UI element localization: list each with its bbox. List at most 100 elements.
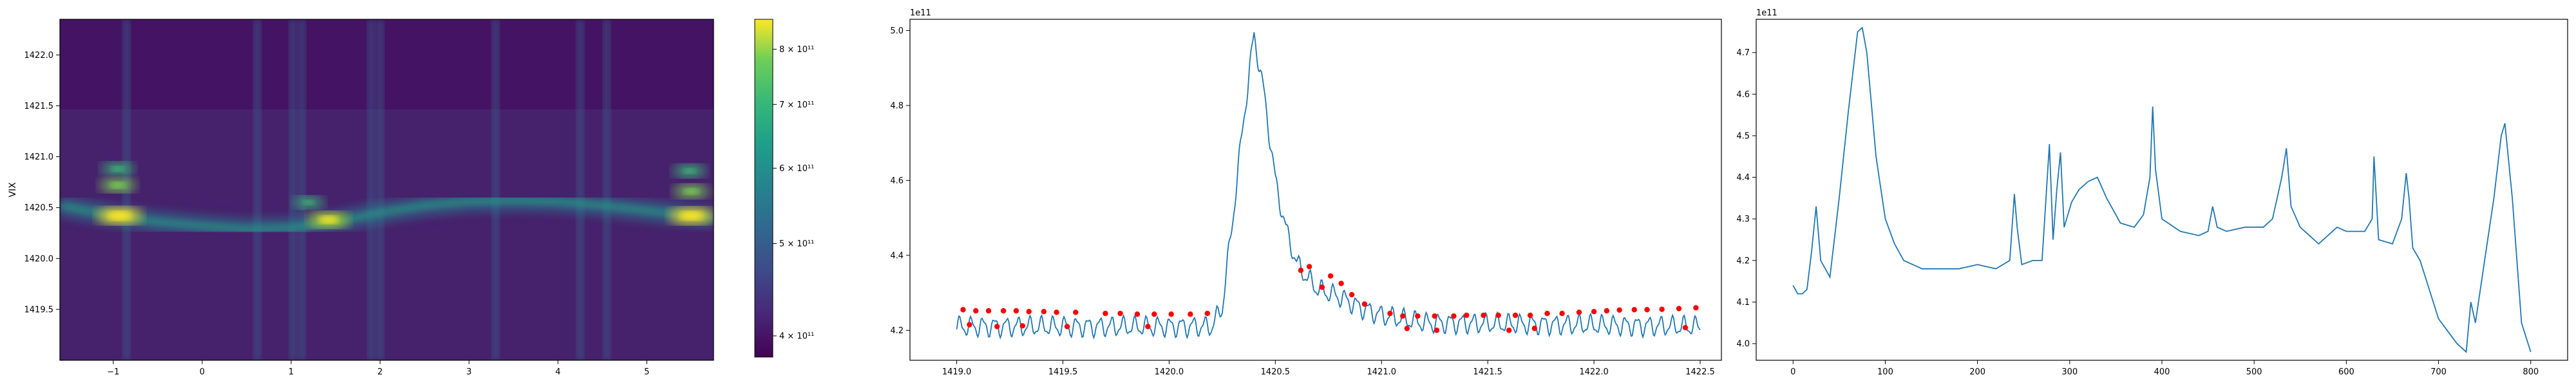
heatmap-band-6 xyxy=(491,19,500,360)
heatmap-top-darkening xyxy=(60,19,714,109)
heatmap-ridge xyxy=(60,189,714,240)
spectrum-peak-marker-32 xyxy=(1527,312,1533,318)
heatmap-y-tick-label-2: 1420.5 xyxy=(24,203,54,213)
spectrum-peak-marker-40 xyxy=(1644,307,1650,313)
heatmap-x-ticks: −1 0 1 2 3 4 5 xyxy=(107,360,650,377)
spectrum-peak-marker-13 xyxy=(1168,311,1174,317)
heatmap-y-tick-label-0: 1419.5 xyxy=(24,305,54,315)
heatmap-x-tick-label-2: 1 xyxy=(289,367,294,377)
spectrum-peaks-offset-text: 1e11 xyxy=(910,8,931,18)
colorbar-tick-label-0: 4 × 10¹¹ xyxy=(779,332,814,342)
spectrum-peak-marker-44 xyxy=(967,322,972,327)
spectrum-peak-marker-11 xyxy=(1134,311,1141,317)
spectrum-peaks-x-tick-label-3: 1420.5 xyxy=(1261,367,1291,377)
spectrum-peaks-y-tick-label-2: 4.6 xyxy=(890,176,904,186)
heatmap-vertical-bands xyxy=(122,19,611,360)
profile-y-tick-label-3: 4.3 xyxy=(1736,215,1750,225)
heatmap-hotspot-core-2 xyxy=(111,166,125,172)
spectrum-peak-marker-7 xyxy=(1054,309,1059,315)
heatmap-band-8 xyxy=(603,19,611,360)
spectrum-peaks-x-tick-label-7: 1422.5 xyxy=(1685,367,1715,377)
spectrum-peaks-frame xyxy=(909,19,1722,361)
spectrum-peak-marker-26 xyxy=(1432,313,1437,319)
heatmap-band-3 xyxy=(298,19,306,360)
profile-y-tick-label-7: 4.7 xyxy=(1736,48,1750,58)
profile-x-tick-label-6: 600 xyxy=(2338,367,2354,377)
heatmap-y-tick-label-3: 1421.0 xyxy=(24,152,54,162)
spectrum-peak-marker-34 xyxy=(1559,310,1565,317)
spectrum-peak-marker-52 xyxy=(1531,326,1537,331)
heatmap-hotspot-core-4 xyxy=(303,200,315,205)
spectrum-peak-marker-9 xyxy=(1103,310,1108,317)
profile-x-ticks: 0 100 200 300 400 500 600 700 800 xyxy=(1790,360,2539,377)
spectrum-peaks-x-tick-label-2: 1420.0 xyxy=(1155,367,1184,377)
spectrum-peaks-x-tick-label-6: 1422.0 xyxy=(1579,367,1609,377)
spectrum-peak-marker-8 xyxy=(1073,309,1079,315)
profile-frame xyxy=(1756,19,2568,361)
profile-y-tick-label-1: 4.1 xyxy=(1736,298,1750,308)
spectrum-peak-marker-20 xyxy=(1338,280,1344,286)
spectrum-peak-marker-21 xyxy=(1349,291,1355,298)
profile-x-tick-label-1: 100 xyxy=(1877,367,1893,377)
spectrum-peak-marker-36 xyxy=(1591,309,1597,315)
profile-y-tick-label-0: 4.0 xyxy=(1736,340,1750,349)
spectrum-peaks-x-tick-label-1: 1419.5 xyxy=(1048,367,1078,377)
spectrum-peaks-x-ticks: 1419.0 1419.5 1420.0 1420.5 1421.0 1421.5 1422… xyxy=(942,360,1715,377)
spectrum-peak-marker-41 xyxy=(1659,306,1665,312)
colorbar-ticks: 4 × 10¹¹ 5 × 10¹¹ 6 × 10¹¹ 7 × 10¹¹ 8 × 10¹¹ xyxy=(773,45,814,342)
heatmap-band-1 xyxy=(253,19,261,360)
spectrum-peak-marker-46 xyxy=(1019,323,1026,329)
spectrum-peaks-x-tick-label-5: 1421.5 xyxy=(1473,367,1502,377)
spectrum-peaks-series-line xyxy=(956,32,1701,340)
heatmap-band-5 xyxy=(376,19,384,360)
heatmap-band-2 xyxy=(289,19,297,360)
spectrum-peak-marker-53 xyxy=(1682,325,1689,331)
heatmap-hotspot-core-7 xyxy=(683,168,697,174)
heatmap-hotspot-core-0 xyxy=(108,211,131,221)
colorbar-tick-label-3: 7 × 10¹¹ xyxy=(779,100,814,110)
colorbar-tick-label-1: 5 × 10¹¹ xyxy=(779,239,814,249)
spectrum-peak-marker-19 xyxy=(1327,273,1334,279)
spectrum-peak-marker-0 xyxy=(960,307,966,313)
spectrum-peak-marker-47 xyxy=(1064,324,1070,329)
colorbar-tick-label-2: 6 × 10¹¹ xyxy=(779,164,814,174)
heatmap-ridge-core xyxy=(60,198,714,232)
spectrum-peak-marker-1 xyxy=(973,308,979,314)
profile-x-tick-label-2: 200 xyxy=(1969,367,1985,377)
spectrum-peak-marker-39 xyxy=(1631,307,1637,313)
heatmap-x-tick-label-1: 0 xyxy=(200,367,205,377)
spectrum-peak-marker-24 xyxy=(1400,313,1406,319)
spectrum-peak-marker-28 xyxy=(1463,312,1470,318)
profile-y-tick-label-5: 4.5 xyxy=(1736,131,1750,141)
heatmap-hotspots xyxy=(97,162,714,228)
profile-offset-text: 1e11 xyxy=(1756,8,1777,18)
profile-y-tick-label-4: 4.4 xyxy=(1736,173,1750,183)
spectrum-peak-marker-5 xyxy=(1026,309,1032,315)
spectrum-peak-marker-29 xyxy=(1481,312,1486,318)
spectrum-peak-marker-30 xyxy=(1495,312,1501,318)
spectrum-peaks-y-tick-label-1: 4.4 xyxy=(890,251,904,261)
profile-x-tick-label-7: 700 xyxy=(2430,367,2447,377)
profile-y-tick-label-2: 4.2 xyxy=(1736,256,1750,266)
profile-y-ticks: 4.0 4.1 4.2 4.3 4.4 4.5 4.6 4.7 xyxy=(1736,48,1756,349)
profile-x-tick-label-4: 400 xyxy=(2154,367,2170,377)
heatmap-band-7 xyxy=(576,19,584,360)
heatmap-hotspot-core-1 xyxy=(109,181,126,188)
spectrum-peak-marker-37 xyxy=(1604,308,1610,314)
profile-series-line xyxy=(1792,26,2532,353)
spectrum-peak-marker-4 xyxy=(1013,308,1019,314)
heatmap-hotspot-core-5 xyxy=(680,211,703,221)
spectrum-peak-marker-31 xyxy=(1512,312,1519,318)
heatmap-frame xyxy=(59,19,714,361)
spectrum-peaks-y-ticks: 4.2 4.4 4.6 4.8 5.0 xyxy=(890,26,910,336)
heatmap-panel: −1 0 1 2 3 4 5 1419.51420.01420.51421.01421.51… xyxy=(8,19,814,377)
heatmap-y-tick-label-4: 1421.5 xyxy=(24,102,54,111)
heatmap-y-ticks: 1419.5 1420.0 1420.5 1421.0 1421.5 1422.0 xyxy=(24,51,60,315)
spectrum-peak-marker-43 xyxy=(1693,305,1699,311)
spectrum-peak-marker-49 xyxy=(1404,326,1410,331)
heatmap-y-tick-label-1: 1420.0 xyxy=(24,254,54,264)
spectrum-peaks-x-tick-label-4: 1421.0 xyxy=(1367,367,1397,377)
spectrum-peak-marker-14 xyxy=(1188,311,1193,317)
spectrum-peak-marker-50 xyxy=(1434,327,1440,333)
